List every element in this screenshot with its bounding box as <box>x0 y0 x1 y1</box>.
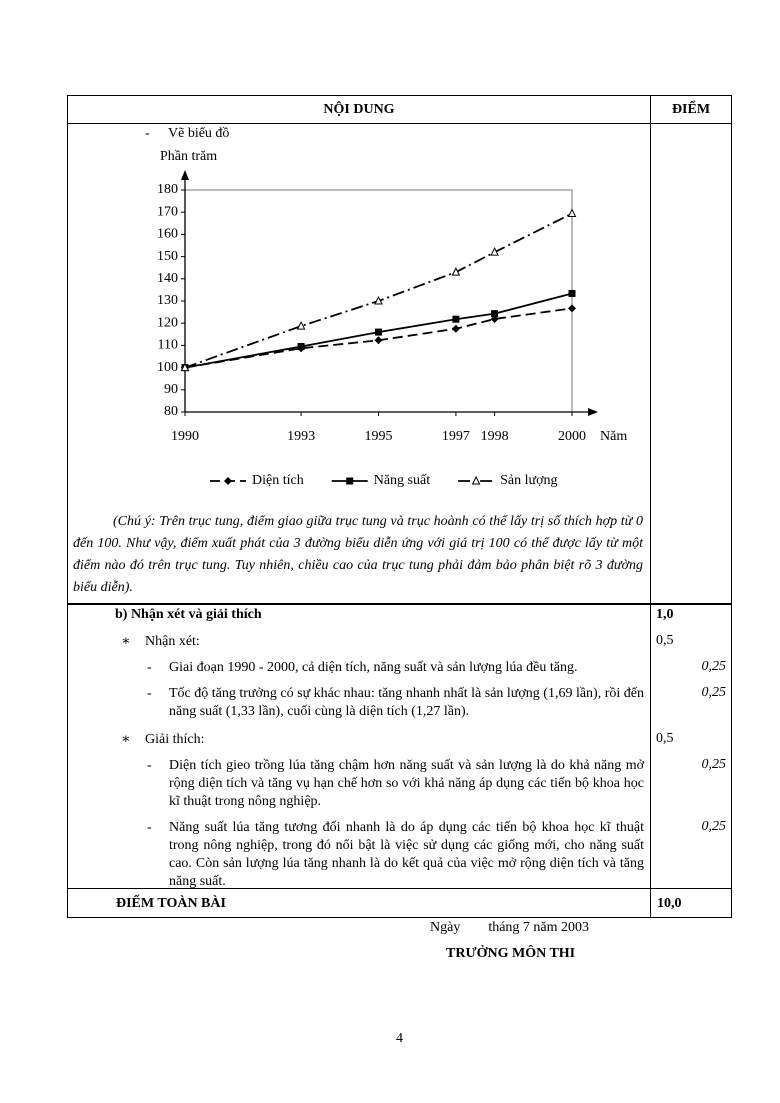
x-tick-label: 1998 <box>481 429 509 444</box>
row-divider <box>68 123 731 124</box>
x-axis-arrow <box>588 408 598 416</box>
marker <box>346 477 354 485</box>
marker <box>296 320 306 330</box>
group-head: ∗ Nhận xét: <box>67 633 650 651</box>
item-score: 0,25 <box>701 685 727 700</box>
legend-label: Năng suất <box>374 473 430 488</box>
y-tick-label: 170 <box>157 204 178 219</box>
bullet: ∗ <box>121 634 131 649</box>
x-axis-label: Năm <box>600 429 627 444</box>
marker <box>374 295 383 305</box>
series-line <box>184 292 573 369</box>
x-tick-label: 1990 <box>171 429 199 444</box>
group-title: Nhận xét: <box>145 634 200 649</box>
y-tick-label: 80 <box>164 404 178 419</box>
answer-table: NỘI DUNG ĐIỂM ĐIỂM TOÀN BÀI 10,0 <box>67 95 732 918</box>
item-text: Tốc độ tăng trưởng có sự khác nhau: tăng… <box>169 686 644 719</box>
y-axis-label: Phần trăm <box>160 149 217 164</box>
y-axis-arrow <box>181 170 189 180</box>
item: - Năng suất lúa tăng tương đối nhanh là d… <box>67 819 650 891</box>
bullet: - <box>147 820 152 835</box>
marker <box>451 267 461 276</box>
item-text: Diện tích gieo trồng lúa tăng chậm hơn n… <box>169 758 644 809</box>
bullet: - <box>147 660 152 675</box>
column-divider <box>650 96 651 917</box>
groups: ∗ Nhận xét: 0,5 - Giai đoạn 1990 - 2000, cả … <box>67 633 732 891</box>
bullet: - <box>145 126 150 141</box>
y-tick-label: 180 <box>157 182 178 197</box>
item-text: Giai đoạn 1990 - 2000, cả diện tích, năn… <box>169 660 578 675</box>
marker <box>224 477 232 485</box>
note: (Chú ý: Trên trục tung, điểm giao giữa t… <box>73 514 643 595</box>
section-title: b) Nhận xét và giải thích <box>115 607 262 622</box>
total-label: ĐIỂM TOÀN BÀI <box>116 896 226 911</box>
marker <box>491 310 499 318</box>
header-score: ĐIỂM <box>671 102 711 117</box>
series-line <box>184 307 573 369</box>
y-tick-label: 90 <box>164 382 178 397</box>
chart: Phần trăm Năm 80 90 100 110 120 130 140 150 160 1… <box>157 149 627 488</box>
item-row: - Diện tích gieo trồng lúa tăng chậm hơn … <box>67 757 732 811</box>
section-score: 1,0 <box>656 607 674 622</box>
item-row: - Năng suất lúa tăng tương đối nhanh là d… <box>67 819 732 891</box>
header-content: NỘI DUNG <box>323 102 395 117</box>
marker <box>180 362 190 372</box>
total-score: 10,0 <box>657 896 682 911</box>
marker <box>374 336 383 345</box>
bullet: - <box>147 686 152 701</box>
marker <box>452 315 460 323</box>
item-score: 0,25 <box>701 819 727 834</box>
y-tick-label: 150 <box>157 249 178 264</box>
legend-label: Sản lượng <box>500 473 557 488</box>
item-row: - Tốc độ tăng trưởng có sự khác nhau: tăn… <box>67 685 732 721</box>
section-b: b) Nhận xét và giải thích 1,0 ∗ Nhận xét:… <box>67 605 732 891</box>
legend-label: Diện tích <box>252 473 304 488</box>
item-score: 0,25 <box>701 659 727 674</box>
group-score: 0,5 <box>656 633 674 648</box>
item: - Giai đoạn 1990 - 2000, cả diện tích, nă… <box>67 659 650 677</box>
group-head: ∗ Giải thích: <box>67 731 650 749</box>
draw-item: Vẽ biểu đồ <box>168 126 230 141</box>
series-line <box>184 212 573 369</box>
y-tick-label: 100 <box>157 360 178 375</box>
item-score: 0,25 <box>701 757 727 772</box>
marker <box>490 247 499 256</box>
marker <box>568 289 576 297</box>
page-number: 4 <box>396 1031 403 1046</box>
item-row: - Giai đoạn 1990 - 2000, cả diện tích, nă… <box>67 659 732 677</box>
y-tick-label: 140 <box>157 271 178 286</box>
group-title: Giải thích: <box>145 732 205 747</box>
marker <box>375 328 382 336</box>
x-tick-label: 2000 <box>558 429 586 444</box>
marker <box>568 304 576 313</box>
item-text: Năng suất lúa tăng tương đối nhanh là do… <box>169 820 644 889</box>
row-divider <box>68 888 731 889</box>
signature: TRƯỞNG MÔN THI <box>446 946 576 961</box>
bullet: ∗ <box>121 732 131 747</box>
x-tick-label: 1995 <box>365 429 393 444</box>
date: Ngày tháng 7 năm 2003 <box>430 920 590 935</box>
marker <box>567 208 577 218</box>
y-tick-label: 110 <box>158 338 178 353</box>
bullet: - <box>147 758 152 773</box>
x-tick-label: 1993 <box>287 429 315 444</box>
y-tick-label: 130 <box>157 293 178 308</box>
group-row: ∗ Nhận xét: 0,5 <box>67 633 732 651</box>
group-row: ∗ Giải thích: 0,5 <box>67 731 732 749</box>
marker <box>451 324 460 333</box>
item: - Tốc độ tăng trưởng có sự khác nhau: tăn… <box>67 685 650 721</box>
group-score: 0,5 <box>656 731 674 746</box>
row-divider <box>68 603 731 605</box>
marker <box>471 475 481 485</box>
marker <box>297 343 305 351</box>
y-tick-label: 160 <box>157 227 178 242</box>
y-tick-label: 120 <box>157 315 178 330</box>
x-tick-label: 1997 <box>442 429 470 444</box>
item: - Diện tích gieo trồng lúa tăng chậm hơn … <box>67 757 650 811</box>
